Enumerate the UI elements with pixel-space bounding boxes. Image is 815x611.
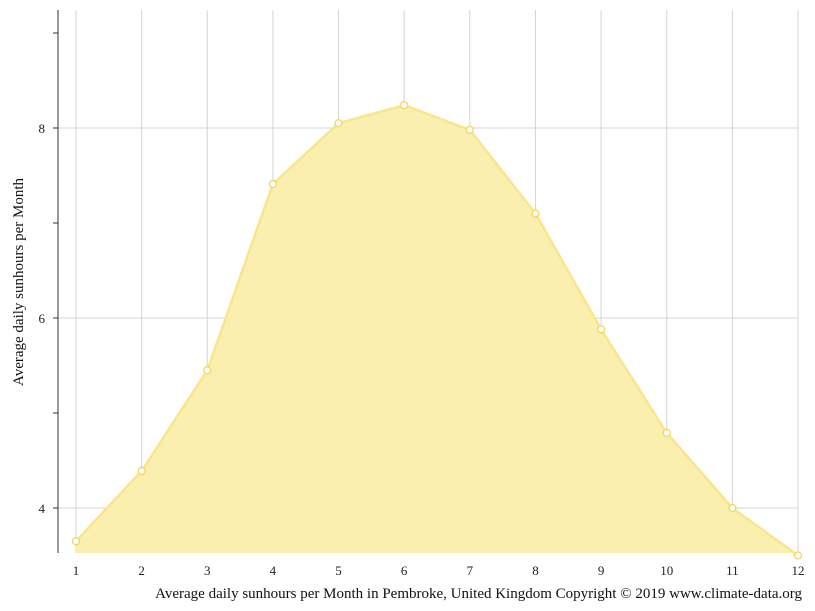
y-tick-label-4: 4 <box>39 501 46 516</box>
data-point-month-2 <box>137 466 146 476</box>
x-tick-label-11: 11 <box>726 563 739 578</box>
y-axis-title: Average daily sunhours per Month <box>11 178 27 387</box>
data-point-month-1 <box>71 537 81 546</box>
x-tick-label-1: 1 <box>73 563 80 578</box>
y-tick-label-6: 6 <box>39 311 46 326</box>
data-point-month-9 <box>596 325 606 334</box>
x-tick-label-7: 7 <box>467 563 474 578</box>
area-series <box>75 103 799 557</box>
data-point-month-10 <box>662 428 671 438</box>
data-point-month-3 <box>203 366 212 375</box>
y-tick-label-8: 8 <box>39 121 46 136</box>
data-point-month-5 <box>334 119 343 128</box>
x-tick-label-2: 2 <box>138 563 145 578</box>
data-point-month-6 <box>400 101 409 110</box>
data-point-month-12 <box>793 551 803 560</box>
x-tick-label-5: 5 <box>335 563 342 578</box>
x-tick-label-3: 3 <box>204 563 211 578</box>
data-markers <box>71 101 803 560</box>
data-point-month-4 <box>268 179 278 189</box>
x-tick-label-9: 9 <box>598 563 605 578</box>
axes <box>53 10 59 553</box>
x-tick-label-4: 4 <box>270 563 277 578</box>
x-tick-label-8: 8 <box>532 563 539 578</box>
data-point-month-11 <box>728 503 737 513</box>
area-fill <box>76 105 798 556</box>
series-line <box>75 103 799 557</box>
x-tick-label-6: 6 <box>401 563 408 578</box>
data-point-month-7 <box>465 125 474 135</box>
x-tick-label-10: 10 <box>660 563 673 578</box>
chart-caption: Average daily sunhours per Month in Pemb… <box>155 586 802 602</box>
data-point-month-8 <box>531 209 540 218</box>
x-tick-label-12: 12 <box>792 563 805 578</box>
